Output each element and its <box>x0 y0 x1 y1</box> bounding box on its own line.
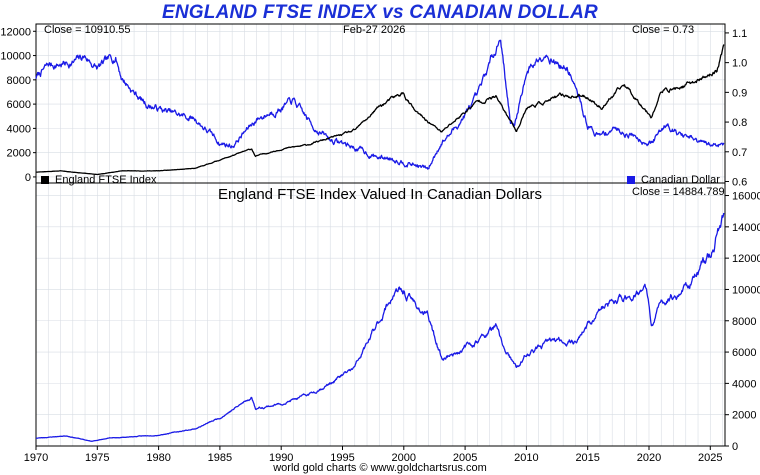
bottom-right-tick-label: 8000 <box>732 316 756 328</box>
left-tick-label: 10000 <box>0 51 31 63</box>
legend-ftse: England FTSE Index <box>41 174 157 186</box>
x-tick-label: 1980 <box>146 452 170 464</box>
ftse-close-label: Close = 10910.55 <box>44 24 131 36</box>
cad-series-line <box>35 39 725 170</box>
top-panel-frame <box>35 23 726 184</box>
legend-cad-label: Canadian Dollar <box>641 174 720 186</box>
right-tick-label: 1.0 <box>732 58 747 70</box>
x-tick-label: 1990 <box>269 452 293 464</box>
bottom-panel-grid <box>35 183 725 447</box>
x-tick-label: 1970 <box>24 452 48 464</box>
legend-ftse-label: England FTSE Index <box>55 174 157 186</box>
right-tick-label: 0.7 <box>732 147 747 159</box>
bottom-close-label: Close = 14884.789 <box>632 186 725 198</box>
left-tick-label: 2000 <box>7 148 31 160</box>
bottom-right-tick-label: 2000 <box>732 410 756 422</box>
x-tick-label: 1985 <box>208 452 232 464</box>
left-tick-label: 4000 <box>7 123 31 135</box>
x-tick-label: 2010 <box>514 452 538 464</box>
legend-cad: Canadian Dollar <box>627 174 720 186</box>
footer-credit: world gold charts © www.goldchartsrus.co… <box>273 462 487 474</box>
x-tick-label: 2005 <box>453 452 477 464</box>
x-tick-label: 1975 <box>85 452 109 464</box>
left-tick-label: 0 <box>25 172 31 184</box>
bottom-panel-frame <box>35 182 726 447</box>
x-tick-label: 2020 <box>637 452 661 464</box>
bottom-right-tick-label: 10000 <box>732 284 760 296</box>
bottom-right-tick-label: 14000 <box>732 222 760 234</box>
bottom-right-tick-label: 0 <box>732 441 738 453</box>
right-tick-label: 0.6 <box>732 177 747 189</box>
bottom-right-tick-label: 16000 <box>732 191 760 203</box>
left-tick-label: 6000 <box>7 99 31 111</box>
bottom-right-tick-label: 12000 <box>732 253 760 265</box>
x-tick-label: 1995 <box>330 452 354 464</box>
chart-title: ENGLAND FTSE INDEX vs CANADIAN DOLLAR <box>162 2 598 23</box>
ftse-series-line <box>35 44 725 176</box>
date-label: Feb-27 2026 <box>343 24 406 36</box>
x-tick-label: 2025 <box>698 452 722 464</box>
right-tick-label: 0.9 <box>732 87 747 99</box>
axis-ticks: 0 2000 4000 6000 8000 10000 12000 0.6 0.7 0.8 0.9 1… <box>0 26 760 464</box>
top-panel-grid <box>35 24 725 183</box>
series-lines <box>35 39 725 442</box>
bottom-panel-title: England FTSE Index Valued In Canadian Do… <box>217 186 543 203</box>
legend-cad-swatch <box>627 176 635 185</box>
left-tick-label: 8000 <box>7 75 31 87</box>
right-tick-label: 1.1 <box>732 28 747 40</box>
cad-close-label: Close = 0.73 <box>632 24 695 36</box>
left-tick-label: 12000 <box>0 26 31 38</box>
legend-ftse-swatch <box>41 176 49 185</box>
ftse-in-cad-series-line <box>35 212 725 442</box>
right-tick-label: 0.8 <box>732 117 747 129</box>
bottom-right-tick-label: 6000 <box>732 347 756 359</box>
x-tick-label: 2015 <box>575 452 599 464</box>
bottom-right-tick-label: 4000 <box>732 378 756 390</box>
x-tick-label: 2000 <box>392 452 416 464</box>
